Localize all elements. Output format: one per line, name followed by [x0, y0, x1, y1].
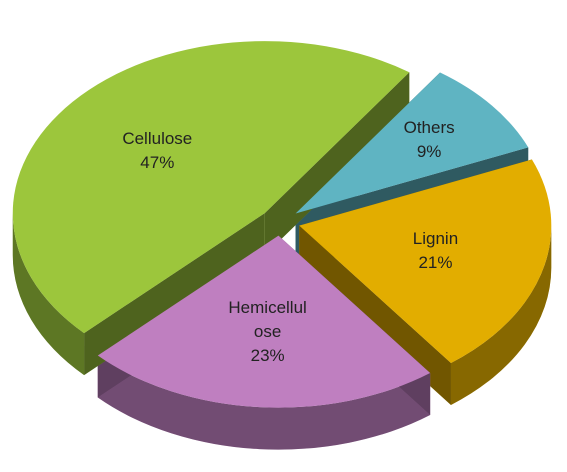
slice-value: 9% [416, 142, 442, 162]
slice-label: Cellulose 47% [115, 127, 199, 175]
slice-cut-shade [84, 213, 265, 376]
slice-side [450, 225, 552, 405]
slice-value: 23% [250, 345, 285, 365]
slice-name: Lignin [412, 228, 459, 248]
slice-side-shade [450, 225, 552, 405]
slice [295, 72, 529, 214]
slice-label: Lignin 21% [393, 227, 477, 275]
slice-value: 47% [140, 152, 175, 172]
slice-label: Others 9% [387, 116, 471, 164]
slice-label: Hemicellulose 23% [226, 296, 310, 368]
slice-side [12, 213, 85, 376]
slice-side-shade [12, 213, 85, 376]
slice [12, 41, 410, 334]
slice-name: Cellulose [122, 128, 193, 148]
slice [97, 235, 431, 408]
slice-value: 21% [418, 252, 453, 272]
slice-side-shade [97, 355, 431, 450]
slice [299, 159, 552, 363]
slice-name: Hemicellulose [228, 297, 307, 341]
slice-side [97, 355, 431, 450]
slice-name: Others [403, 118, 455, 138]
